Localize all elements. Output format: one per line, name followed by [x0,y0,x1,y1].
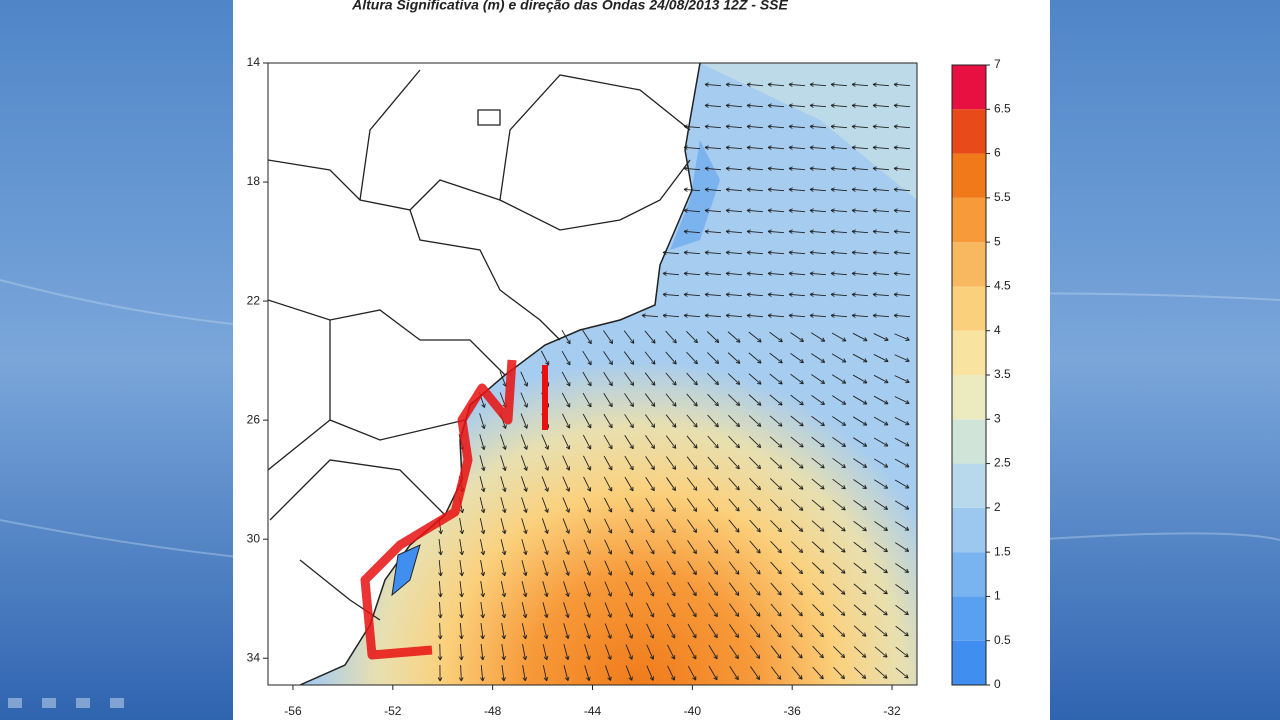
colorbar-segment [952,464,986,508]
x-tick-label: -56 [284,704,302,718]
colorbar-label: 1 [994,589,1001,603]
colorbar-segment [952,109,986,153]
colorbar-label: 6 [994,146,1001,160]
colorbar-segment [952,508,986,552]
y-tick-label: 30 [247,531,261,545]
y-tick-label: 34 [247,650,261,664]
colorbar-label: 5 [994,234,1001,248]
y-tick-label: 14 [247,55,261,69]
colorbar-segment [952,552,986,596]
colorbar-segment [952,596,986,640]
colorbar-label: 0.5 [994,633,1011,647]
colorbar-label: 1.5 [994,544,1011,558]
x-tick-label: -36 [784,704,802,718]
colorbar-segment [952,198,986,242]
toolbar-icon[interactable] [76,698,90,708]
colorbar-segment [952,286,986,330]
colorbar-label: 4.5 [994,279,1011,293]
colorbar-segment [952,331,986,375]
toolbar-icon[interactable] [110,698,124,708]
x-tick-label: -52 [384,704,402,718]
x-tick-label: -48 [484,704,502,718]
x-tick-label: -44 [584,704,602,718]
colorbar-segment [952,419,986,463]
colorbar-label: 6.5 [994,101,1011,115]
colorbar-segment [952,154,986,198]
x-tick-label: -40 [684,704,702,718]
colorbar-segment [952,375,986,419]
toolbar-icon[interactable] [42,698,56,708]
y-tick-label: 22 [247,293,261,307]
colorbar-label: 0 [994,677,1001,691]
y-tick-label: 26 [247,412,261,426]
colorbar-segment [952,242,986,286]
colorbar-label: 7 [994,57,1001,71]
colorbar-label: 3 [994,411,1001,425]
colorbar-segment [952,641,986,685]
colorbar-segment [952,65,986,109]
y-tick-label: 18 [247,174,261,188]
colorbar-label: 2 [994,500,1001,514]
toolbar-icon[interactable] [8,698,22,708]
colorbar-label: 3.5 [994,367,1011,381]
map-title: Altura Significativa (m) e direção das O… [351,0,788,13]
map-area [268,63,917,685]
colorbar-label: 2.5 [994,456,1011,470]
colorbar-label: 5.5 [994,190,1011,204]
colorbar-label: 4 [994,323,1001,337]
x-tick-label: -32 [883,704,901,718]
